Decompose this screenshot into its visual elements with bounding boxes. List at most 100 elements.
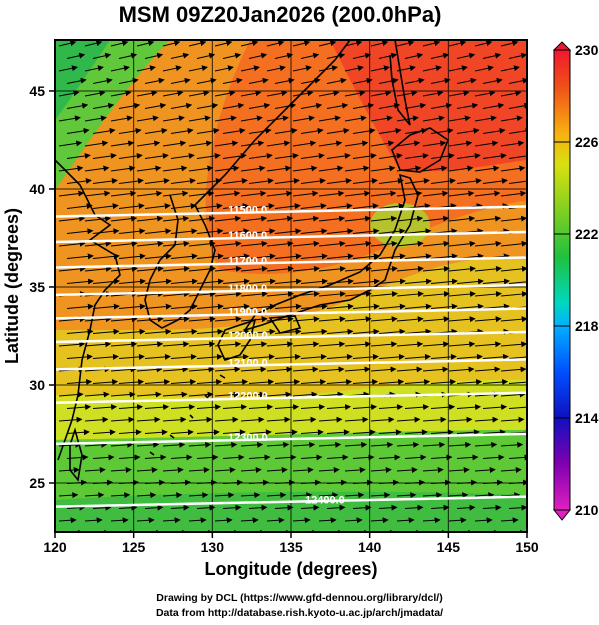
wind-arrow [240,341,268,348]
wind-arrow [456,127,480,134]
wind-arrow [84,190,111,197]
wind-arrow [248,77,269,84]
wind-arrow [110,416,135,423]
wind-arrow [170,504,190,511]
wind-arrow [248,52,268,59]
wind-arrow [378,504,398,511]
wind-arrow [396,366,423,373]
wind-arrow [248,253,276,260]
wind-arrow [396,215,424,222]
wind-arrow [196,479,218,486]
wind-arrow [370,492,391,499]
wind-arrow [222,52,242,59]
wind-arrow [378,429,402,436]
wind-arrow [188,517,207,524]
wind-arrow [240,466,262,473]
wind-arrow [456,353,483,360]
wind-arrow [144,479,166,486]
wind-arrow [144,228,172,235]
wind-arrow [162,190,189,197]
wind-arrow [188,165,214,172]
wind-arrow [422,265,450,272]
wind-arrow [222,127,246,134]
wind-arrow [326,278,354,285]
wind-arrow [110,316,138,323]
wind-arrow [92,303,120,310]
wind-arrow [66,504,86,511]
wind-arrow [318,115,341,122]
wind-arrow [84,492,105,499]
y-tick-label: 45 [29,83,45,99]
wind-arrow [118,429,142,436]
y-tick-label: 40 [29,181,45,197]
wind-arrow [118,228,146,235]
wind-arrow [170,152,195,159]
wind-arrow [370,240,398,247]
wind-arrow [318,441,342,448]
wind-arrow [500,341,527,348]
wind-arrow [240,115,263,122]
height-contour [55,256,527,269]
wind-arrow [170,303,198,310]
wind-arrow [110,265,138,272]
wind-arrow [188,90,210,97]
contour-label: 12000.0 [228,330,268,342]
wind-arrow [292,165,318,172]
wind-arrow [170,203,197,210]
wind-arrow [344,65,364,72]
wind-arrow [274,378,301,385]
wind-arrow [240,316,268,323]
wind-arrow [84,215,112,222]
wind-arrow [535,105,555,109]
wind-arrow [378,102,401,109]
wind-arrow [344,441,368,448]
wind-arrow [422,291,450,298]
wind-arrow [92,479,114,486]
wind-arrow [344,165,370,172]
wind-arrow [58,190,85,197]
wind-arrow [274,504,294,511]
wind-arrow [266,190,293,197]
wind-arrow [66,178,92,184]
wind-arrow [326,429,350,436]
wind-arrow [222,278,250,285]
wind-arrow [456,378,483,385]
wind-arrow [162,265,190,272]
wind-arrow [136,115,159,122]
wind-arrow [482,378,509,385]
wind-arrow [456,278,484,285]
wind-arrow [396,492,417,499]
wind-arrow [500,416,525,423]
wind-arrow [188,291,216,298]
wind-arrow [188,190,215,197]
wind-arrow [448,40,467,47]
wind-arrow [292,40,311,47]
wind-arrow [344,466,366,473]
wind-arrow [352,303,380,310]
wind-arrow [240,40,259,47]
wind-arrow [508,479,527,486]
wind-arrow [396,517,415,524]
wind-arrow [292,65,312,72]
wind-arrow [404,454,427,461]
contour-label: 11900.0 [228,306,267,318]
wind-arrow [352,203,379,210]
wind-arrow [196,404,222,411]
wind-arrow [240,416,265,423]
wind-arrow [162,90,184,97]
wind-arrow [196,278,224,285]
wind-arrow [300,102,323,109]
wind-arrow [240,366,267,373]
wind-arrow [170,52,190,59]
wind-arrow [274,328,302,335]
wind-arrow [430,178,456,184]
wind-arrow [118,278,146,285]
wind-arrow [404,178,430,184]
wind-arrow [214,492,235,499]
wind-arrow [422,115,445,122]
wind-arrow [162,466,184,473]
wind-arrow [396,165,422,172]
wind-arrow [300,203,327,210]
wind-arrow [482,429,506,436]
wind-arrow [430,278,458,285]
